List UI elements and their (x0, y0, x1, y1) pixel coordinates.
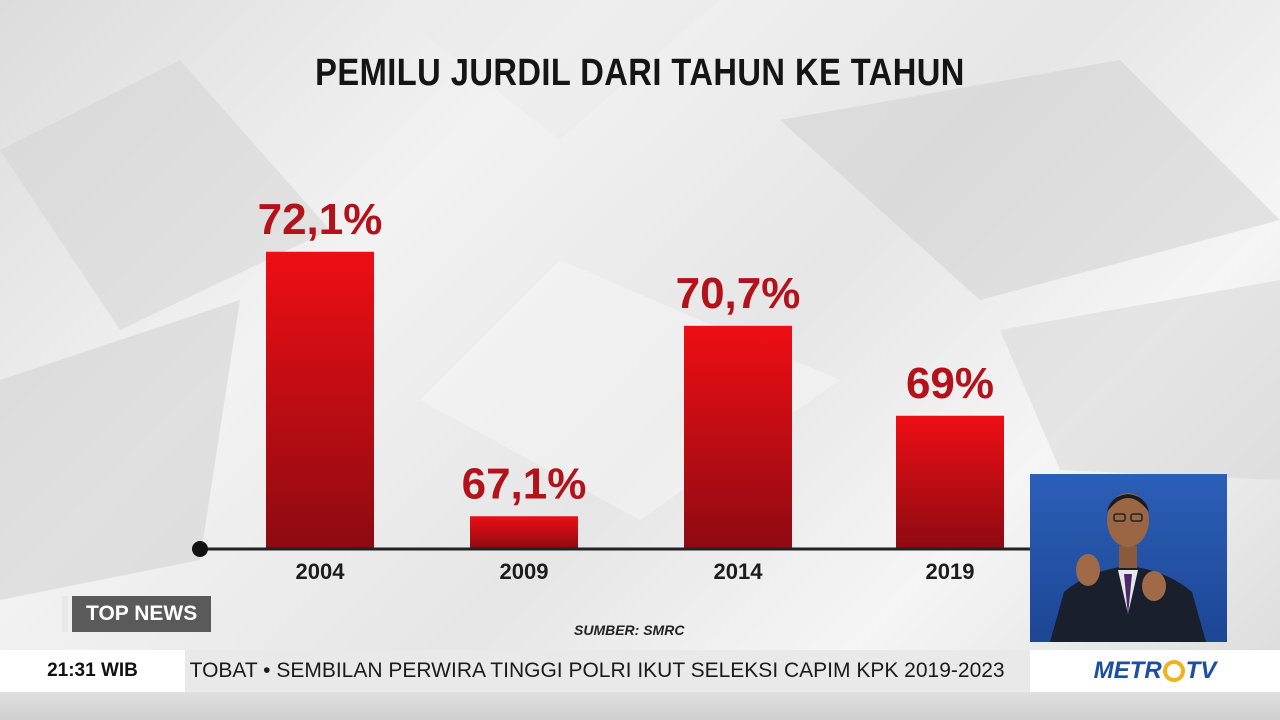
bar-2014 (684, 325, 792, 548)
x-tick-2004: 2004 (296, 559, 346, 584)
axis-start-dot (192, 541, 208, 557)
bar-2004 (266, 251, 374, 548)
value-label-2004: 72,1% (258, 195, 383, 244)
clock-display: 21:31 WIB (0, 650, 185, 692)
value-label-2014: 70,7% (676, 269, 801, 318)
bar-chart: 72,1% 67,1% 70,7% 69% 2004 2009 2014 2019 (192, 194, 1004, 584)
interpreter-figure (1050, 493, 1206, 642)
badge-stripe (62, 596, 68, 632)
ticker-crawl: AR TOBAT • SEMBILAN PERWIRA TINGGI POLRI… (185, 650, 1030, 692)
metrotv-logo: METR TV (1030, 650, 1280, 692)
bottom-band (0, 692, 1280, 720)
value-label-2019: 69% (906, 359, 994, 408)
logo-text-right: TV (1185, 657, 1217, 684)
bar-2009 (470, 516, 578, 548)
top-news-label: TOP NEWS (72, 596, 212, 632)
bar-2019 (896, 415, 1004, 548)
news-ticker-bar: 21:31 WIB AR TOBAT • SEMBILAN PERWIRA TI… (0, 650, 1280, 692)
logo-text-left: METR (1093, 657, 1162, 684)
source-note: SUMBER: SMRC (574, 622, 685, 638)
x-tick-2009: 2009 (500, 559, 549, 584)
top-news-badge: TOP NEWS (62, 596, 212, 632)
value-label-2009: 67,1% (462, 459, 587, 508)
ticker-headline: AR TOBAT • SEMBILAN PERWIRA TINGGI POLRI… (185, 659, 1005, 682)
sign-language-interpreter-video (1030, 474, 1227, 642)
x-tick-2014: 2014 (714, 559, 764, 584)
chart-title: PEMILU JURDIL DARI TAHUN KE TAHUN (315, 52, 965, 94)
x-tick-2019: 2019 (926, 559, 975, 584)
logo-ring-icon (1162, 660, 1185, 682)
